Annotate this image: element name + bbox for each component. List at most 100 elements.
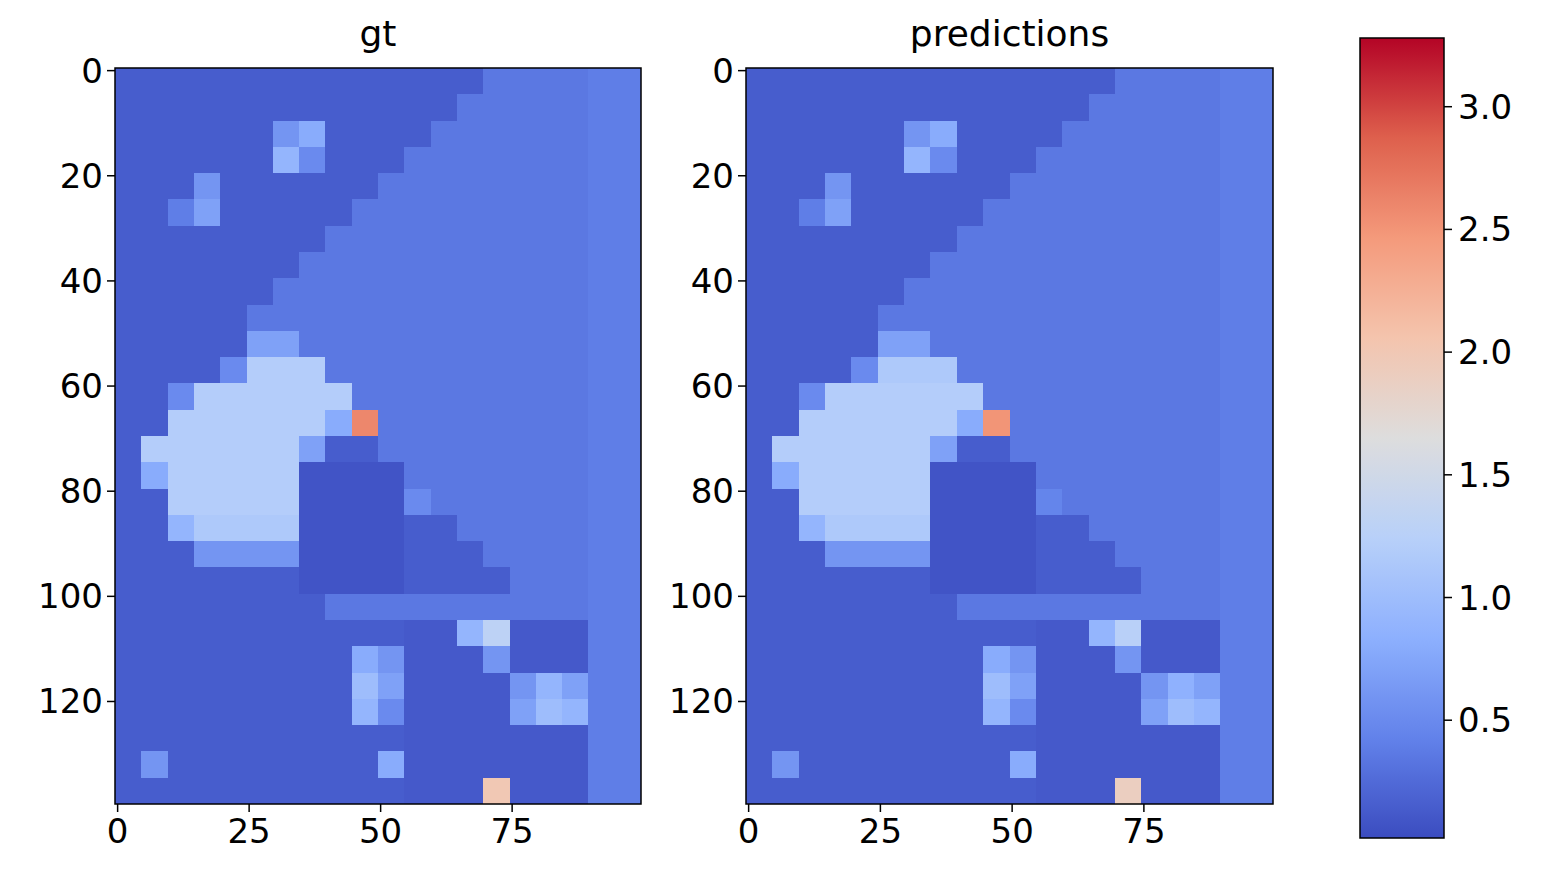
cell (536, 147, 563, 174)
cell (325, 199, 352, 226)
y-tick (738, 385, 746, 387)
cell (983, 173, 1010, 200)
cell (457, 462, 484, 489)
cell (1220, 68, 1247, 95)
cell (825, 778, 852, 804)
cell (115, 410, 142, 437)
cell (1062, 725, 1089, 752)
cell (299, 541, 326, 568)
cell (904, 436, 931, 463)
cell (1247, 515, 1273, 542)
cell (851, 751, 878, 778)
cell (299, 357, 326, 384)
cell (431, 252, 458, 279)
cell (431, 94, 458, 121)
cell (1141, 489, 1168, 516)
cell (1010, 778, 1037, 804)
cell (957, 646, 984, 673)
cell (325, 515, 352, 542)
cell (1010, 436, 1037, 463)
cell (615, 620, 641, 647)
cell (273, 252, 300, 279)
cell (115, 541, 142, 568)
cell (352, 620, 379, 647)
cell (1168, 199, 1195, 226)
cell (1194, 725, 1221, 752)
cell (746, 436, 773, 463)
y-tick (738, 280, 746, 282)
cell (1036, 673, 1063, 700)
cell (404, 278, 431, 305)
cell (746, 94, 773, 121)
cell (1115, 725, 1142, 752)
cell (299, 594, 326, 621)
cell (457, 199, 484, 226)
cell (772, 68, 799, 95)
cell (325, 121, 352, 148)
cell (1115, 594, 1142, 621)
cell (325, 252, 352, 279)
cell (194, 594, 221, 621)
cell (1194, 673, 1221, 700)
cell (457, 646, 484, 673)
cell (772, 751, 799, 778)
x-tick-label: 0 (107, 811, 129, 851)
cell (510, 646, 537, 673)
cell (588, 620, 615, 647)
cell (168, 331, 195, 358)
cell (404, 436, 431, 463)
cell (536, 199, 563, 226)
cell (1168, 252, 1195, 279)
cell (141, 725, 168, 752)
cell (825, 462, 852, 489)
cell (772, 252, 799, 279)
cell (1089, 778, 1116, 804)
cell (1220, 147, 1247, 174)
cell (562, 462, 589, 489)
cell (141, 567, 168, 594)
cell (457, 121, 484, 148)
cell (772, 331, 799, 358)
cell (168, 121, 195, 148)
cell (904, 778, 931, 804)
cell (878, 383, 905, 410)
cell (851, 383, 878, 410)
cell (483, 121, 510, 148)
cell (1010, 331, 1037, 358)
cell (1010, 305, 1037, 332)
cell (194, 226, 221, 253)
cell (536, 383, 563, 410)
cell (799, 515, 826, 542)
cell (194, 567, 221, 594)
cell (1089, 751, 1116, 778)
cell (983, 725, 1010, 752)
cell (194, 778, 221, 804)
cell (483, 383, 510, 410)
cell (404, 357, 431, 384)
cell (1168, 541, 1195, 568)
cell (1115, 541, 1142, 568)
cell (299, 646, 326, 673)
cell (483, 252, 510, 279)
cell (1010, 646, 1037, 673)
cell (457, 725, 484, 752)
cell (536, 410, 563, 437)
cell (1010, 594, 1037, 621)
cell (325, 778, 352, 804)
cell (1247, 462, 1273, 489)
cell (168, 620, 195, 647)
cell (115, 173, 142, 200)
cell (851, 121, 878, 148)
cell (457, 173, 484, 200)
cell (194, 410, 221, 437)
cell (510, 357, 537, 384)
cell (930, 278, 957, 305)
cell (1141, 252, 1168, 279)
cell (536, 489, 563, 516)
cell (957, 699, 984, 726)
cell (562, 252, 589, 279)
cell (1115, 436, 1142, 463)
cell (615, 357, 641, 384)
cell (1220, 778, 1247, 804)
cell (983, 778, 1010, 804)
